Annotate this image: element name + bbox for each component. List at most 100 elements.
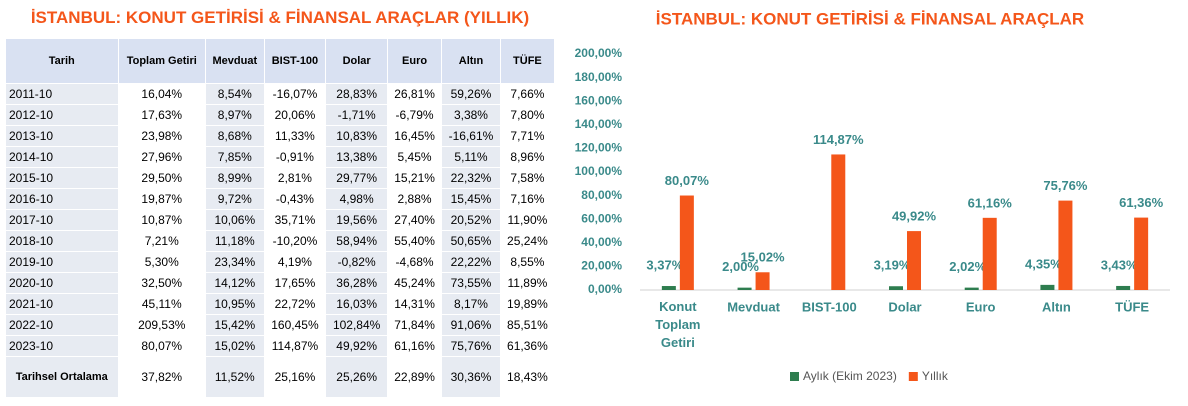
bar	[755, 272, 770, 290]
table-row: Tarihsel Ortalama 37,82% 11,52% 25,16% 25,26…	[5, 356, 556, 398]
table-cell: 2023-10	[5, 335, 119, 357]
table-cell: 55,40%	[386, 230, 443, 252]
bar	[889, 286, 903, 290]
bar	[737, 287, 752, 290]
table-cell: 7,16%	[499, 188, 556, 210]
table-cell: 2015-10	[5, 167, 119, 189]
table-cell: 59,26%	[441, 83, 501, 105]
table-cell: 5,45%	[386, 146, 443, 168]
legend-swatch	[908, 372, 918, 381]
y-tick-label: 60,00%	[581, 211, 622, 225]
table-row: 2022-10 209,53% 15,42% 160,45% 102,84% 71,84%…	[5, 314, 556, 336]
data-label: 15,02%	[741, 250, 786, 265]
legend-swatch	[790, 372, 799, 381]
table-cell: 30,36%	[441, 356, 501, 398]
table-cell: -16,61%	[441, 125, 501, 147]
table-cell: -10,20%	[263, 230, 327, 252]
table-row: 2015-10 29,50% 8,99% 2,81% 29,77% 15,21% 22,32…	[5, 167, 556, 189]
data-label: 75,76%	[1043, 178, 1088, 193]
table-cell: 15,42%	[205, 314, 265, 336]
table-cell: 16,03%	[325, 293, 388, 315]
table-cell: 2018-10	[5, 230, 119, 252]
table-cell: 4,19%	[263, 251, 327, 273]
x-tick-label: Konut Toplam Getiri	[655, 299, 700, 350]
table-cell: -6,79%	[386, 104, 443, 126]
table-cell: 2011-10	[5, 83, 119, 105]
data-label: 114,87%	[813, 132, 864, 147]
bar	[661, 286, 676, 290]
table-cell: 11,89%	[499, 272, 556, 294]
table-cell: 58,94%	[325, 230, 388, 252]
table-cell: 14,31%	[386, 293, 443, 315]
table-cell: 7,80%	[499, 104, 556, 126]
y-tick-label: 100,00%	[575, 164, 623, 178]
table-cell: 19,56%	[325, 209, 388, 231]
table-row: 2018-10 7,21% 11,18% -10,20% 58,94% 55,40% 50,…	[5, 230, 556, 252]
x-tick-label: Euro	[966, 299, 996, 314]
data-label: 2,02%	[949, 259, 986, 274]
y-tick-label: 0,00%	[588, 282, 622, 296]
data-table: Tarih Toplam Getiri Mevduat BIST-100 Dolar Eu…	[5, 38, 556, 398]
table-cell: 2019-10	[5, 251, 119, 273]
header-cell: BIST-100	[263, 38, 327, 84]
y-tick-label: 40,00%	[581, 235, 622, 249]
data-label: 49,92%	[892, 209, 937, 224]
y-tick-label: 180,00%	[575, 70, 623, 84]
table-cell: 16,04%	[117, 83, 206, 105]
x-tick-label: TÜFE	[1115, 299, 1149, 314]
y-tick-label: 80,00%	[581, 188, 622, 202]
table-cell: 8,54%	[205, 83, 265, 105]
table-row: 2012-10 17,63% 8,97% 20,06% -1,71% -6,79% 3,38…	[5, 104, 556, 126]
table-cell: 61,16%	[386, 335, 443, 357]
bar	[1040, 284, 1055, 290]
table-cell: 25,16%	[263, 356, 327, 398]
bar	[982, 217, 997, 290]
bar	[1134, 217, 1149, 290]
y-tick-label: 160,00%	[575, 93, 623, 107]
bar	[1058, 200, 1073, 290]
table-cell: 27,96%	[117, 146, 206, 168]
table-cell: 73,55%	[441, 272, 501, 294]
data-label: 4,35%	[1025, 256, 1062, 271]
table-cell: 7,85%	[205, 146, 265, 168]
table-cell: 15,02%	[205, 335, 265, 357]
bar	[1116, 285, 1131, 290]
table-cell: 8,17%	[441, 293, 501, 315]
x-tick-label: Dolar	[888, 299, 921, 314]
y-tick-label: 20,00%	[581, 259, 622, 273]
table-cell: 25,26%	[325, 356, 388, 398]
data-label: 2,00%	[722, 259, 759, 274]
table-cell: 17,65%	[263, 272, 327, 294]
table-cell: 22,32%	[441, 167, 501, 189]
data-label: 61,36%	[1119, 195, 1164, 210]
bar	[964, 287, 979, 290]
table-cell: 11,52%	[205, 356, 265, 398]
table-cell: 2022-10	[5, 314, 119, 336]
data-label: 3,19%	[874, 258, 911, 273]
header-cell: TÜFE	[499, 38, 556, 84]
data-label: 3,43%	[1101, 257, 1138, 272]
table-row: 2023-10 80,07% 15,02% 114,87% 49,92% 61,16% 75…	[5, 335, 556, 357]
table-cell: 13,38%	[325, 146, 388, 168]
table-cell: 2,81%	[263, 167, 327, 189]
x-tick-label: Mevduat	[727, 299, 780, 314]
table-cell: 7,66%	[499, 83, 556, 105]
table-row: 2021-10 45,11% 10,95% 22,72% 16,03% 14,31% 8,1…	[5, 293, 556, 315]
table-row: 2020-10 32,50% 14,12% 17,65% 36,28% 45,24% 73,…	[5, 272, 556, 294]
chart-title: İSTANBUL: KONUT GETİRİSİ & FİNANSAL ARAÇ…	[656, 9, 1084, 28]
table-cell: 10,95%	[205, 293, 265, 315]
table-cell: 2014-10	[5, 146, 119, 168]
table-cell: 2013-10	[5, 125, 119, 147]
table-cell: 2021-10	[5, 293, 119, 315]
table-cell: 8,99%	[205, 167, 265, 189]
table-cell: 7,71%	[499, 125, 556, 147]
header-cell: Tarih	[5, 38, 119, 84]
legend-label: Aylık (Ekim 2023)	[803, 369, 897, 383]
table-cell: 2017-10	[5, 209, 119, 231]
table-cell: 22,89%	[386, 356, 443, 398]
x-tick-label: Altın	[1042, 299, 1071, 314]
table-cell: 8,68%	[205, 125, 265, 147]
bar	[679, 195, 694, 290]
